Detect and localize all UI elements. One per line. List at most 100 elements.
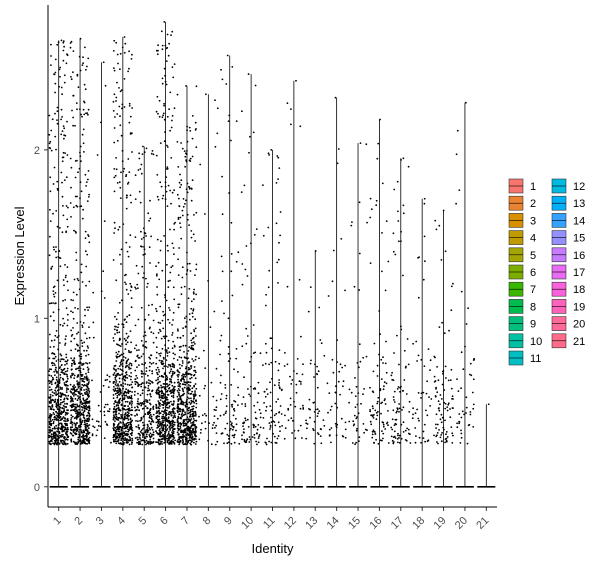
data-point xyxy=(53,73,56,76)
data-point xyxy=(159,435,161,438)
data-point xyxy=(148,416,151,419)
data-point xyxy=(123,106,126,108)
violin-group-15: 15 xyxy=(346,142,368,532)
data-point xyxy=(299,424,302,427)
data-point xyxy=(54,368,57,371)
data-point xyxy=(338,370,341,373)
data-point xyxy=(241,434,243,437)
data-point xyxy=(177,428,180,431)
data-point xyxy=(152,437,155,440)
data-point xyxy=(51,394,54,397)
data-point xyxy=(314,408,317,411)
data-point xyxy=(60,171,63,174)
data-point xyxy=(59,360,62,363)
data-point xyxy=(166,115,169,118)
data-point xyxy=(166,144,168,147)
data-point xyxy=(185,418,188,421)
data-point xyxy=(184,203,186,205)
data-point xyxy=(155,265,158,268)
data-point xyxy=(181,362,184,364)
data-point xyxy=(171,66,174,68)
data-point xyxy=(148,365,151,368)
data-point xyxy=(123,439,126,442)
data-point xyxy=(112,100,115,103)
data-point xyxy=(191,429,194,432)
data-point xyxy=(157,400,160,402)
data-point xyxy=(162,314,165,317)
data-point xyxy=(193,369,196,372)
data-point xyxy=(137,384,140,387)
data-point xyxy=(85,438,88,440)
data-point xyxy=(134,383,137,386)
data-point xyxy=(120,432,123,435)
data-point xyxy=(171,347,174,350)
data-point xyxy=(78,381,80,384)
points-6 xyxy=(155,20,177,446)
data-point xyxy=(73,337,76,340)
data-point xyxy=(214,99,216,102)
data-point xyxy=(157,112,159,115)
data-point xyxy=(398,407,401,410)
data-point xyxy=(195,211,198,214)
data-point xyxy=(165,429,168,432)
data-point xyxy=(152,405,155,408)
data-point xyxy=(187,368,190,371)
data-point xyxy=(184,344,187,347)
data-point xyxy=(48,386,51,388)
legend-label-14: 14 xyxy=(573,215,585,227)
data-point xyxy=(100,121,102,124)
data-point xyxy=(279,387,281,390)
data-point xyxy=(422,430,425,433)
data-point xyxy=(129,330,132,332)
data-point xyxy=(125,174,128,176)
data-point xyxy=(371,433,374,436)
data-point xyxy=(56,372,58,374)
data-point xyxy=(400,423,403,426)
data-point xyxy=(157,377,159,379)
data-point xyxy=(125,432,128,435)
data-point xyxy=(219,339,222,342)
data-point xyxy=(144,441,147,443)
data-point xyxy=(122,359,125,362)
data-point xyxy=(408,400,411,403)
data-point xyxy=(57,358,60,361)
data-point xyxy=(147,304,150,307)
data-point xyxy=(273,414,276,417)
data-point xyxy=(233,368,235,371)
data-point xyxy=(157,198,160,201)
data-point xyxy=(78,288,81,291)
data-point xyxy=(159,405,161,407)
data-point xyxy=(64,344,66,346)
data-point xyxy=(396,407,399,409)
data-point xyxy=(358,366,360,369)
data-point xyxy=(86,253,89,256)
data-point xyxy=(163,67,166,70)
data-point xyxy=(456,378,458,380)
data-point xyxy=(277,156,280,159)
data-point xyxy=(87,113,89,116)
data-point xyxy=(115,442,118,445)
data-point xyxy=(81,413,83,416)
data-point xyxy=(60,354,63,357)
data-point xyxy=(78,425,80,427)
data-point xyxy=(234,400,237,403)
data-point xyxy=(313,376,315,378)
data-point xyxy=(170,400,172,403)
data-point xyxy=(376,157,379,160)
data-point xyxy=(429,405,431,407)
data-point xyxy=(186,125,189,128)
data-point xyxy=(163,118,166,121)
x-tick-label-11: 11 xyxy=(261,515,278,532)
data-point xyxy=(149,409,152,412)
data-point xyxy=(225,394,228,397)
data-point xyxy=(170,395,173,398)
data-point xyxy=(55,418,58,420)
data-point xyxy=(316,365,318,368)
data-point xyxy=(85,185,87,187)
data-point xyxy=(163,383,166,385)
data-point xyxy=(56,415,59,417)
data-point xyxy=(174,353,176,356)
data-point xyxy=(423,365,426,367)
data-point xyxy=(184,367,187,370)
data-point xyxy=(56,122,59,125)
